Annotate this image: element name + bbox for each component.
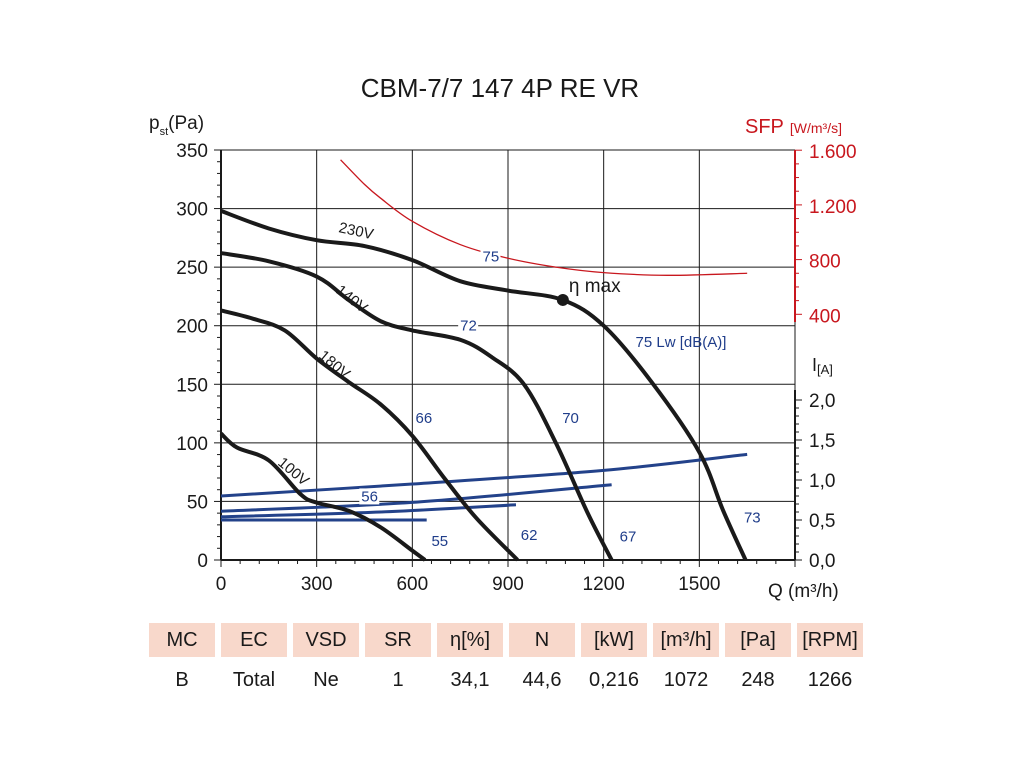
x-tick-label: 300: [301, 574, 333, 595]
sound-level-label: 55: [431, 533, 448, 550]
y-tick-label: 50: [187, 492, 208, 513]
sound-label-bg: [359, 488, 380, 505]
sfp-tick-label: 800: [809, 252, 841, 273]
sound-label-bg: [458, 317, 479, 334]
sound-level-label: 62: [521, 527, 538, 544]
header-flow: [m³/h]: [653, 623, 719, 657]
eta-max-label: η max: [569, 276, 621, 297]
sound-level-label: 75: [482, 248, 499, 265]
sound-level-label: 73: [744, 510, 761, 527]
sfp-tick-label: 1.600: [809, 142, 857, 163]
value-flow: 1072: [663, 669, 709, 691]
value-eta: 34,1: [450, 669, 490, 691]
sound-level-label: 70: [562, 410, 579, 427]
header-pa: [Pa]: [725, 623, 791, 657]
sound-label-bg: [617, 528, 638, 545]
header-vsd: VSD: [293, 623, 359, 657]
header-sr: SR: [365, 623, 431, 657]
spec-table-values: B Total Ne 1 34,1 44,6 0,216 1072 248 12…: [149, 664, 863, 696]
sound-level-label: 66: [416, 410, 433, 427]
value-kw: 0,216: [588, 669, 640, 691]
x-tick-label: 0: [216, 574, 227, 595]
x-tick-label: 1200: [583, 574, 625, 595]
chart-title: CBM-7/7 147 4P RE VR: [361, 73, 639, 103]
eta-max-point: [556, 293, 569, 306]
y-tick-label: 150: [176, 375, 208, 396]
value-vsd: Ne: [313, 669, 339, 691]
header-eta: η[%]: [437, 623, 503, 657]
sound-level-label: 67: [620, 528, 637, 545]
current-curve: [220, 483, 612, 513]
voltage-label: 180V: [315, 347, 353, 383]
sound-label-bg: [429, 532, 450, 549]
value-rpm: 1266: [807, 669, 853, 691]
y-tick-label: 350: [176, 141, 208, 162]
value-mc: B: [175, 669, 189, 691]
sound-label-bg: [518, 527, 539, 544]
current-tick-label: 1,5: [809, 431, 835, 452]
x-axis-label: Q (m³/h): [768, 581, 839, 602]
header-ec: EC: [221, 623, 287, 657]
y-tick-label: 300: [176, 200, 208, 221]
y-axis-label: pst(Pa): [149, 113, 204, 138]
sound-level-label: 72: [460, 317, 477, 334]
pressure-curve-230V: [220, 209, 748, 561]
current-tick-label: 2,0: [809, 391, 835, 412]
sound-label-bg: [480, 248, 501, 265]
value-sr: 1: [392, 669, 404, 691]
current-curve: [220, 452, 748, 498]
value-pa: 248: [741, 669, 775, 691]
value-n: 44,6: [522, 669, 562, 691]
current-axis-label: I[A]: [812, 355, 833, 377]
sfp-tick-label: 1.200: [809, 197, 857, 218]
spec-table-header: MC EC VSD SR η[%] N [kW] [m³/h] [Pa] [RP…: [149, 623, 863, 657]
header-rpm: [RPM]: [797, 623, 863, 657]
x-tick-label: 1500: [678, 574, 720, 595]
pressure-curve-140V: [220, 251, 614, 561]
header-mc: MC: [149, 623, 215, 657]
current-tick-label: 0,5: [809, 511, 835, 532]
y-tick-label: 100: [176, 434, 208, 455]
current-curve: [220, 503, 517, 519]
pressure-curve-100V: [219, 431, 427, 562]
value-ec: Total: [232, 669, 276, 691]
current-tick-label: 1,0: [809, 471, 835, 492]
voltage-label: 230V: [337, 219, 375, 243]
sound-level-label: 75 Lw [dB(A)]: [636, 334, 727, 351]
sfp-axis-label: SFP [W/m³/s]: [745, 116, 842, 138]
header-kw: [kW]: [581, 623, 647, 657]
header-n: N: [509, 623, 575, 657]
y-tick-label: 250: [176, 258, 208, 279]
sound-level-label: 56: [361, 488, 378, 505]
y-tick-label: 200: [176, 317, 208, 338]
x-tick-label: 600: [396, 574, 428, 595]
sound-label-bg: [413, 409, 434, 426]
sound-label-bg: [560, 409, 581, 426]
x-tick-label: 900: [492, 574, 524, 595]
y-tick-label: 0: [197, 551, 208, 572]
current-tick-label: 0,0: [809, 551, 835, 572]
pressure-curve-180V: [220, 308, 519, 562]
sound-label-bg: [741, 509, 762, 526]
sfp-tick-label: 400: [809, 306, 841, 327]
